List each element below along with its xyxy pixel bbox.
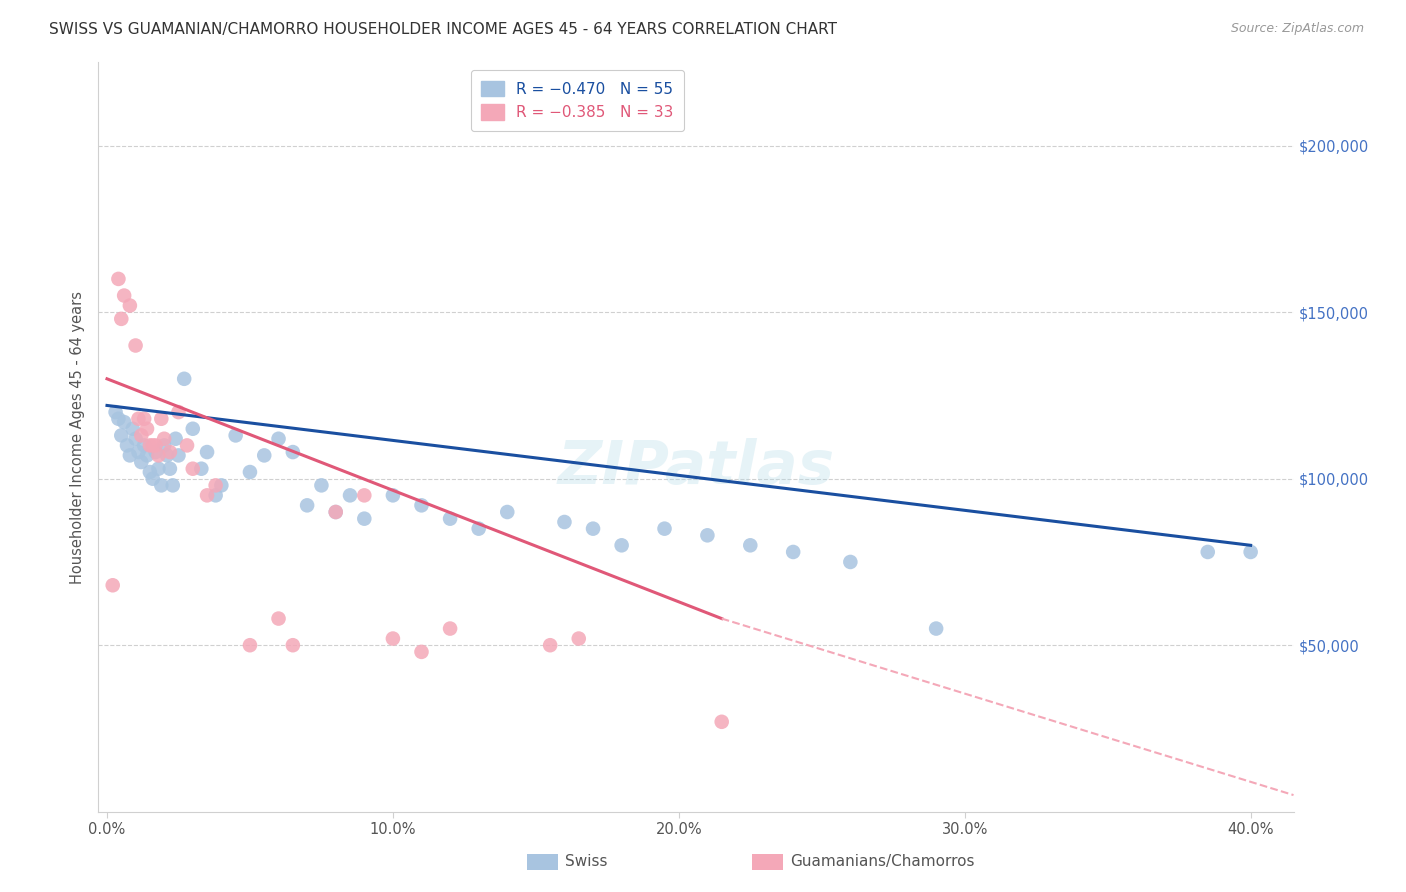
Point [925,622,948,636]
Point [148,449,170,463]
Point [142,438,165,452]
Y-axis label: Householder Income Ages 45 - 64 years: Householder Income Ages 45 - 64 years [70,291,86,583]
Point [190,461,212,475]
Point [181,461,204,475]
Point [150,478,173,492]
Point [325,505,347,519]
Text: Swiss: Swiss [565,855,607,869]
Text: ZIPatlas: ZIPatlas [557,438,835,497]
Point [582,522,605,536]
Point [165,432,187,446]
Point [136,449,159,463]
Point [124,338,146,352]
Point [439,622,461,636]
Point [225,428,247,442]
Point [110,311,132,326]
Point [145,445,167,459]
Point [159,445,181,459]
Point [159,461,181,475]
Point [1239,545,1261,559]
Point [162,478,184,492]
Point [121,422,143,436]
Point [107,272,129,286]
Point [281,638,304,652]
Point [411,499,433,513]
Point [173,372,195,386]
Point [112,415,135,429]
Point [101,578,124,592]
Point [353,488,375,502]
Point [134,411,156,425]
Text: Guamanians/Chamorros: Guamanians/Chamorros [790,855,974,869]
Point [696,528,718,542]
Point [411,645,433,659]
Point [127,411,149,425]
Point [381,632,404,646]
Point [145,438,167,452]
Legend: R = −0.470   N = 55, R = −0.385   N = 33: R = −0.470 N = 55, R = −0.385 N = 33 [471,70,685,131]
Point [610,538,633,552]
Point [150,411,173,425]
Point [839,555,862,569]
Point [209,478,232,492]
Point [142,472,165,486]
Point [139,438,162,452]
Point [204,478,226,492]
Point [654,522,676,536]
Point [115,438,138,452]
Point [136,422,159,436]
Point [710,714,733,729]
Point [104,405,127,419]
Point [740,538,762,552]
Point [156,449,179,463]
Point [253,449,276,463]
Point [167,405,190,419]
Point [381,488,404,502]
Point [496,505,519,519]
Point [782,545,804,559]
Point [295,499,318,513]
Point [239,465,262,479]
Point [311,478,333,492]
Point [148,461,170,475]
Point [281,445,304,459]
Point [1197,545,1219,559]
Point [118,449,141,463]
Point [181,422,204,436]
Point [204,488,226,502]
Point [568,632,591,646]
Text: SWISS VS GUAMANIAN/CHAMORRO HOUSEHOLDER INCOME AGES 45 - 64 YEARS CORRELATION CH: SWISS VS GUAMANIAN/CHAMORRO HOUSEHOLDER … [49,22,837,37]
Point [139,465,162,479]
Point [107,411,129,425]
Point [153,438,176,452]
Point [195,445,218,459]
Point [553,515,575,529]
Point [439,511,461,525]
Point [153,432,176,446]
Point [167,449,190,463]
Point [110,428,132,442]
Point [134,438,156,452]
Point [353,511,375,525]
Text: Source: ZipAtlas.com: Source: ZipAtlas.com [1230,22,1364,36]
Point [127,445,149,459]
Point [339,488,361,502]
Point [538,638,561,652]
Point [124,432,146,446]
Point [467,522,489,536]
Point [118,299,141,313]
Point [239,638,262,652]
Point [195,488,218,502]
Point [267,611,290,625]
Point [112,288,135,302]
Point [131,455,153,469]
Point [325,505,347,519]
Point [131,428,153,442]
Point [267,432,290,446]
Point [176,438,198,452]
